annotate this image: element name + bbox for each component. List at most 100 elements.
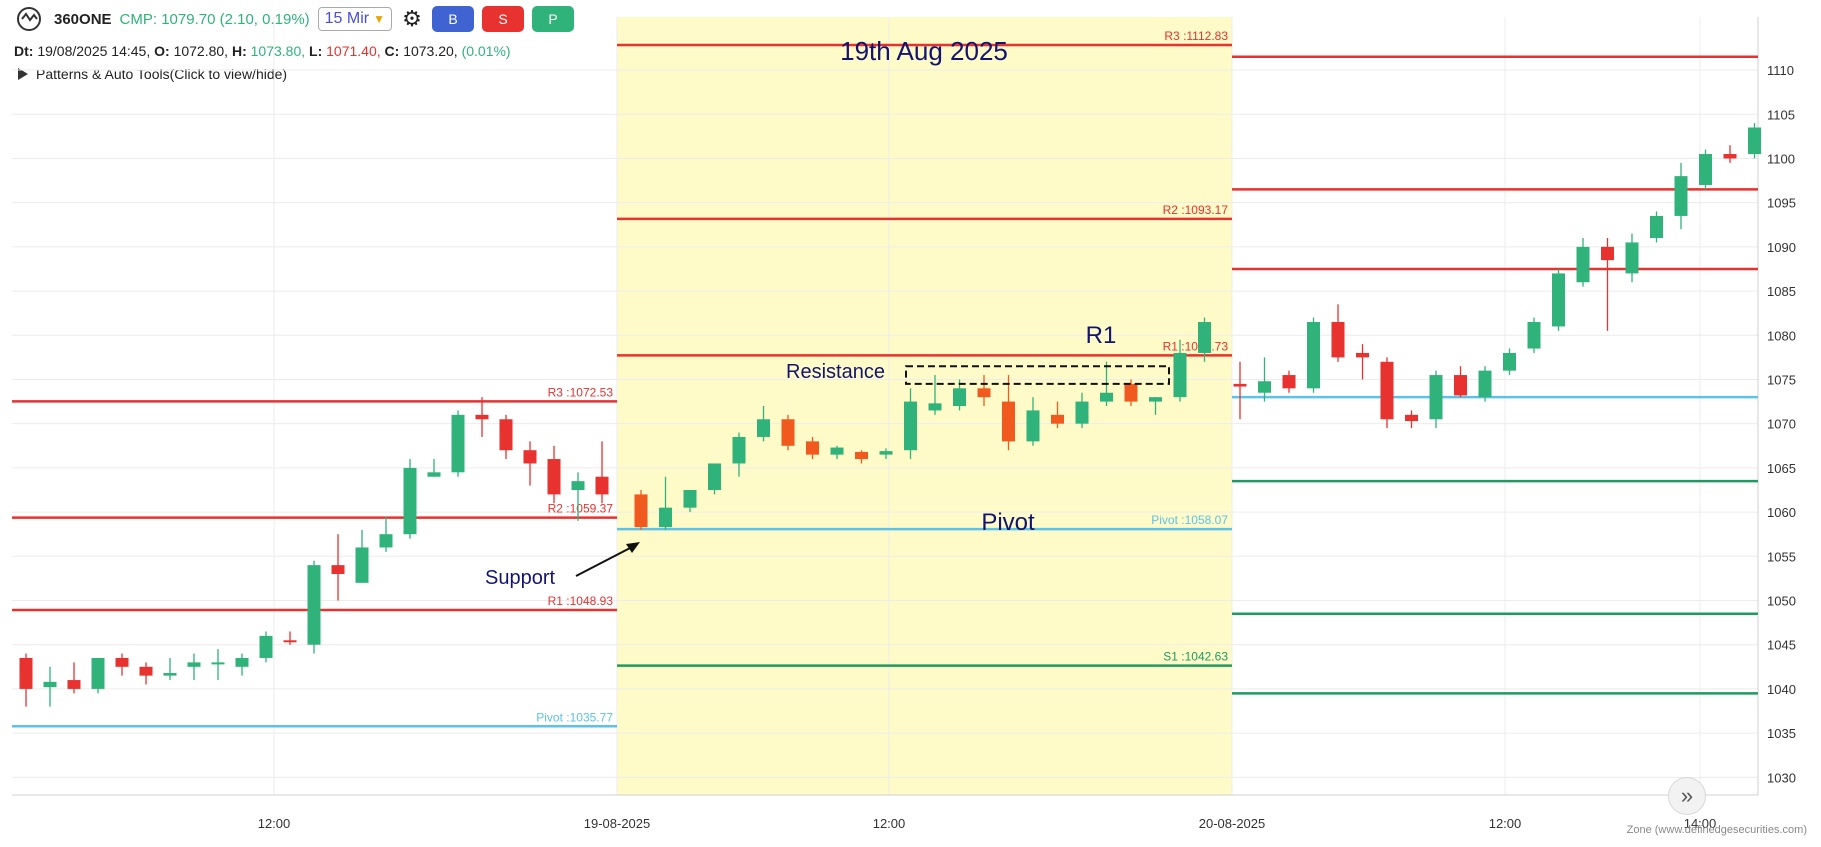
- x-tick-label: 14:00: [1684, 816, 1717, 831]
- annotation-pivot: Pivot: [981, 509, 1035, 536]
- cmp-label: CMP: 1079.70 (2.10, 0.19%): [119, 10, 310, 28]
- candle-body: [595, 476, 609, 495]
- p-button[interactable]: P: [532, 6, 574, 32]
- pivot-level-label: Pivot :1058.07: [1151, 513, 1228, 527]
- candle-body: [307, 565, 321, 645]
- candle-body: [91, 657, 105, 689]
- candle-body: [1650, 215, 1663, 239]
- candle-body: [732, 436, 746, 464]
- candle-body: [19, 657, 33, 689]
- candle-body: [806, 441, 819, 455]
- pivot-level-label: R2 :1093.17: [1163, 203, 1229, 217]
- logo-icon: [12, 5, 46, 33]
- candle-body: [1002, 401, 1015, 442]
- y-tick-label: 1110: [1767, 63, 1794, 78]
- l-label: L:: [309, 43, 323, 59]
- candle-body: [757, 419, 770, 437]
- annotation-support: Support: [485, 567, 555, 589]
- candle-body: [928, 403, 942, 411]
- candle-body: [708, 463, 721, 490]
- pivot-level-label: Pivot :1035.77: [536, 710, 613, 724]
- candle-body: [830, 447, 844, 455]
- buy-button[interactable]: B: [432, 6, 474, 32]
- x-tick-label: 12:00: [1489, 816, 1522, 831]
- dt-label: Dt:: [14, 43, 34, 59]
- candle-body: [1051, 414, 1064, 424]
- candle-body: [1723, 154, 1737, 159]
- candle-body: [879, 451, 893, 455]
- candle-body: [331, 565, 345, 574]
- candle-body: [523, 450, 537, 464]
- candle-body: [1173, 352, 1187, 398]
- pivot-level-label: R3 :1072.53: [548, 385, 614, 399]
- session-highlight: [617, 17, 1232, 795]
- candle-body: [355, 547, 369, 583]
- candle-body: [211, 662, 225, 665]
- c-label: C:: [384, 43, 400, 59]
- x-tick-label: 12:00: [873, 816, 906, 831]
- candle-body: [634, 494, 648, 528]
- candle-body: [1552, 273, 1565, 327]
- sell-button[interactable]: S: [482, 6, 524, 32]
- candle-body: [1478, 370, 1492, 398]
- candle-body: [235, 657, 249, 667]
- scroll-right-button[interactable]: »: [1668, 777, 1706, 815]
- chevron-down-icon: ▼: [373, 12, 385, 26]
- ohlc-bar: Dt: 19/08/2025 14:45, O: 1072.80, H: 107…: [14, 43, 511, 59]
- y-tick-label: 1060: [1767, 505, 1796, 520]
- candle-body: [43, 681, 57, 688]
- l-value: 1071.40,: [326, 43, 381, 59]
- dt-value: 19/08/2025 14:45,: [37, 43, 151, 59]
- o-value: 1072.80,: [173, 43, 229, 59]
- gear-icon[interactable]: ⚙: [402, 6, 422, 31]
- symbol-label[interactable]: 360ONE: [54, 10, 112, 28]
- candle-body: [1699, 154, 1712, 185]
- y-tick-label: 1080: [1767, 328, 1796, 343]
- expand-triangle-icon: [18, 68, 28, 80]
- candle-body: [1748, 127, 1761, 155]
- candle-body: [187, 662, 201, 667]
- candle-body: [1233, 383, 1247, 387]
- candle-body: [659, 507, 672, 528]
- pivot-level-label: R1 :1048.93: [548, 594, 614, 608]
- annotation-r1: R1: [1086, 322, 1117, 349]
- candle-body: [1503, 352, 1516, 371]
- candle-body: [683, 489, 697, 508]
- candle-body: [379, 534, 393, 548]
- candle-body: [259, 635, 273, 658]
- pivot-level-label: R1 :1077.73: [1163, 339, 1229, 353]
- change-value: (0.01%): [461, 43, 511, 59]
- candle-body: [953, 388, 966, 406]
- candle-body: [781, 419, 795, 446]
- y-tick-label: 1095: [1767, 196, 1796, 211]
- timeframe-value: 15 Mir: [324, 10, 370, 27]
- candle-body: [1429, 375, 1443, 420]
- h-label: H:: [231, 43, 247, 59]
- candle-body: [67, 680, 81, 689]
- candle-body: [977, 388, 991, 398]
- c-value: 1073.20,: [403, 43, 458, 59]
- y-tick-label: 1070: [1767, 417, 1796, 432]
- candle-body: [1625, 242, 1639, 274]
- x-tick-label: 12:00: [258, 816, 291, 831]
- candle-body: [1576, 246, 1590, 283]
- support-arrow-line: [575, 546, 633, 577]
- candle-body: [1282, 375, 1296, 389]
- candle-body: [139, 666, 153, 676]
- y-tick-label: 1030: [1767, 770, 1796, 785]
- x-tick-label: 19-08-2025: [584, 816, 651, 831]
- candle-body: [904, 401, 917, 451]
- candle-body: [1674, 176, 1688, 216]
- pivot-level-label: R2 :1059.37: [548, 502, 614, 516]
- pivot-level-label: R3 :1112.83: [1164, 29, 1228, 43]
- y-tick-label: 1090: [1767, 240, 1796, 255]
- candle-body: [499, 419, 513, 451]
- timeframe-select[interactable]: 15 Mir ▼: [317, 7, 392, 31]
- resistance-box: [905, 365, 1170, 385]
- y-tick-label: 1035: [1767, 726, 1796, 741]
- candle-body: [1026, 410, 1040, 442]
- candle-body: [163, 672, 177, 676]
- candle-body: [403, 467, 417, 535]
- y-tick-label: 1100: [1767, 151, 1795, 166]
